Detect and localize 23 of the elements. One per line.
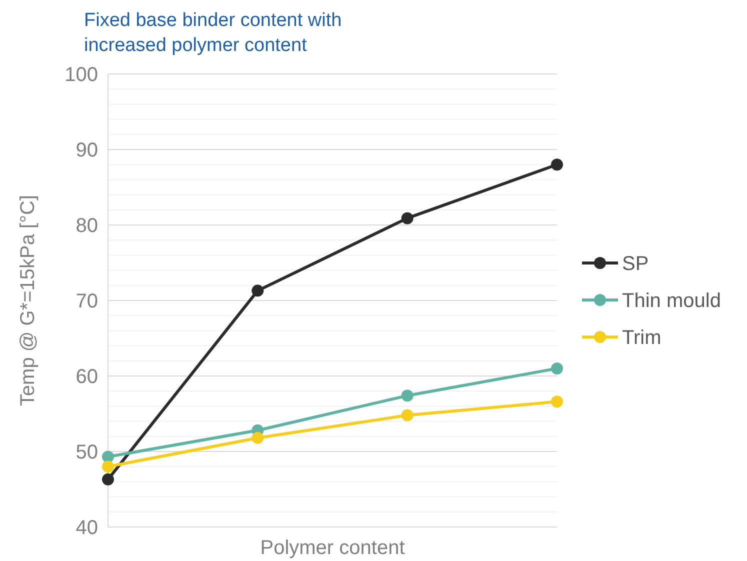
point	[401, 212, 414, 224]
y-axis-title: Temp @ G*=15kPa [°C]	[17, 194, 39, 406]
point	[401, 409, 414, 422]
point	[252, 432, 264, 444]
point	[102, 460, 114, 473]
legend-label: Trim	[622, 327, 662, 349]
point	[252, 284, 264, 297]
point	[401, 390, 414, 402]
point	[551, 396, 563, 408]
y-tick-label: 100	[64, 64, 98, 86]
point	[102, 473, 114, 486]
y-tick-label: 90	[76, 140, 98, 162]
y-tick-label: 80	[76, 215, 98, 237]
legend-label: Thin mould	[622, 290, 721, 312]
point	[551, 158, 563, 171]
y-tick-label: 50	[76, 442, 98, 464]
x-axis-title: Polymer content	[260, 537, 406, 559]
y-tick-label: 70	[76, 290, 98, 312]
point	[551, 362, 563, 374]
y-tick-label: 40	[76, 517, 98, 539]
chart-title: Fixed base binder content with increased polymer content	[84, 10, 342, 56]
y-tick-label: 60	[76, 366, 98, 388]
legend-label: SP	[622, 253, 649, 275]
